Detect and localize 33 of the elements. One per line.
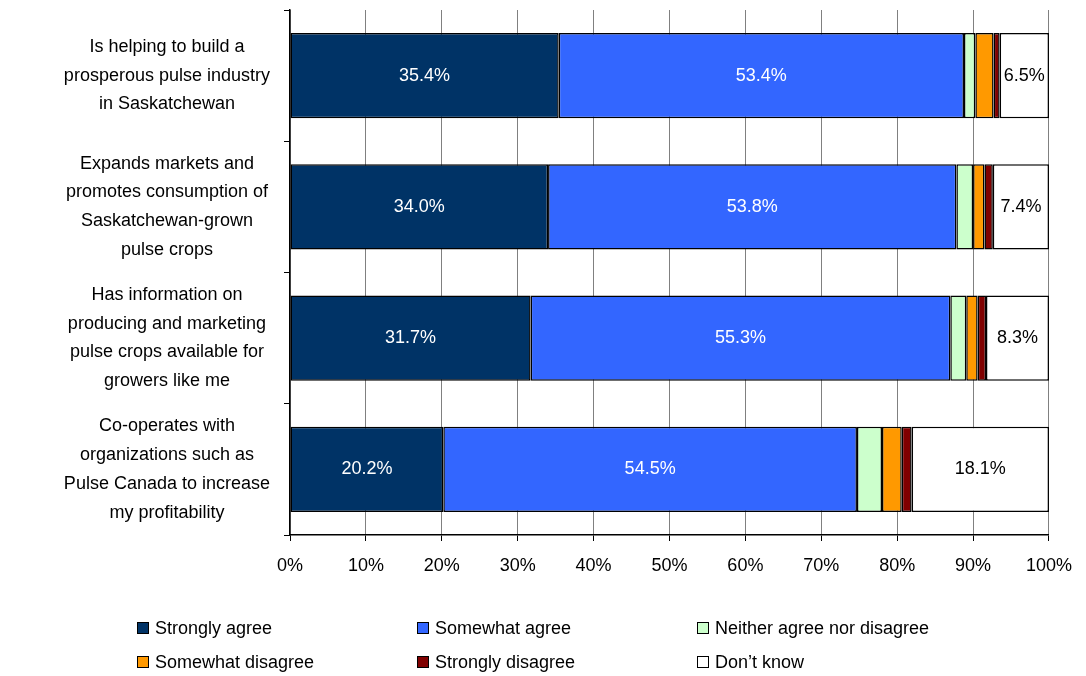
y-tick-label: Is helping to build a prosperous pulse industry in Saskatchewan <box>63 35 270 114</box>
legend-label: Neither agree nor disagree <box>715 617 930 638</box>
x-tick-label: 100% <box>1025 554 1072 575</box>
x-tick-label: 40% <box>575 554 612 575</box>
x-tick-label: 20% <box>423 554 460 575</box>
data-label: 34.0% <box>393 195 445 216</box>
x-tick-label: 90% <box>955 554 992 575</box>
data-label: 31.7% <box>385 327 437 348</box>
data-label: 18.1% <box>954 458 1006 479</box>
legend-label: Don’t know <box>715 651 806 672</box>
data-label: 54.5% <box>624 458 676 479</box>
x-tick-label: 60% <box>727 554 764 575</box>
x-tick-label: 50% <box>651 554 688 575</box>
data-label: 53.4% <box>735 64 787 85</box>
x-tick-label: 70% <box>803 554 840 575</box>
x-tick-label: 0% <box>276 554 304 575</box>
data-label: 53.8% <box>726 195 778 216</box>
data-label: 20.2% <box>341 458 393 479</box>
x-tick-label: 80% <box>879 554 916 575</box>
data-label: 8.3% <box>996 327 1038 348</box>
legend-label: Strongly disagree <box>435 651 576 672</box>
legend-label: Somewhat agree <box>435 617 572 638</box>
data-label: 6.5% <box>1003 64 1045 85</box>
data-label: 7.4% <box>1000 195 1042 216</box>
y-tick-label: Has information on producing and marketing pulse crops available for growers like me <box>67 283 266 391</box>
data-label: 55.3% <box>714 327 766 348</box>
data-label: 35.4% <box>399 64 451 85</box>
legend-label: Strongly agree <box>155 617 273 638</box>
y-tick-label: Co-operates with organizations such as Pulse Canada to increase my profitability <box>63 415 271 522</box>
x-tick-label: 30% <box>499 554 536 575</box>
y-tick-label: Expands markets and promotes consumption of Saskatchewan-grown pulse crops <box>65 152 269 260</box>
legend-label: Somewhat disagree <box>155 651 315 672</box>
x-tick-label: 10% <box>347 554 384 575</box>
